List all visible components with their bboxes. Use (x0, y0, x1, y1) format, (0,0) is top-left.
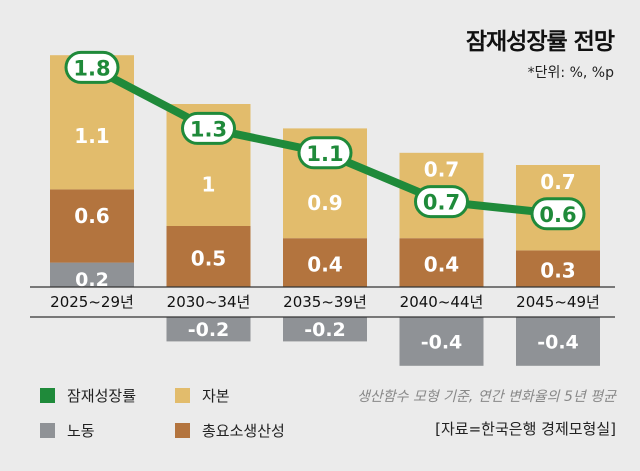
point-potential-growth (181, 111, 236, 145)
x-tick-label: 2035~39년 (283, 293, 367, 311)
label-capital: 0.7 (540, 170, 575, 194)
label-tfp: 0.3 (540, 259, 575, 283)
label-tfp: 0.4 (307, 253, 342, 277)
method-note: 생산함수 모형 기준, 연간 변화율의 5년 평균 (356, 389, 616, 405)
label-labor: -0.4 (537, 331, 579, 353)
label-potential-growth: 1.1 (306, 142, 343, 166)
legend-swatch (175, 423, 190, 438)
label-labor: -0.2 (188, 319, 230, 341)
legend-potential: 잠재성장률 (40, 385, 136, 406)
label-potential-growth: 1.8 (73, 56, 110, 80)
x-tick-label: 2025~29년 (50, 293, 134, 311)
bar-labor (399, 317, 484, 366)
legend-swatch (40, 388, 55, 403)
label-labor: -0.2 (304, 319, 346, 341)
legend-tfp: 총요소생산성 (175, 420, 285, 441)
label-potential-growth: 0.6 (539, 203, 576, 227)
point-potential-growth (64, 50, 120, 84)
legend-label: 자본 (202, 387, 230, 405)
x-tick-label: 2030~34년 (167, 293, 251, 311)
label-labor: -0.4 (421, 331, 463, 353)
point-potential-growth (297, 136, 353, 170)
legend-label: 총요소생산성 (202, 422, 285, 440)
label-tfp: 0.4 (424, 253, 459, 277)
bar-labor (166, 317, 251, 342)
bar-tfp (283, 238, 367, 287)
legend-swatch (40, 423, 55, 438)
label-tfp: 0.6 (74, 204, 109, 228)
x-tick-label: 2040~44년 (400, 293, 484, 311)
bar-tfp (516, 250, 600, 287)
chart-title: 잠재성장률 전망 (465, 29, 615, 55)
unit-label: *단위: %, %p (527, 65, 614, 81)
legend-labor: 노동 (40, 420, 95, 441)
point-potential-growth (414, 185, 469, 219)
label-potential-growth: 0.7 (423, 191, 460, 215)
label-capital: 0.7 (424, 158, 459, 182)
bar-tfp (50, 189, 134, 263)
label-capital: 0.9 (307, 191, 342, 215)
point-potential-growth (530, 197, 586, 231)
legend-swatch (175, 388, 190, 403)
label-capital: 1.1 (74, 124, 109, 148)
label-labor: 0.2 (75, 269, 109, 291)
legend-label: 잠재성장률 (67, 387, 137, 405)
x-tick-label: 2045~49년 (516, 293, 600, 311)
source-note: [자료=한국은행 경제모형실] (435, 420, 616, 438)
bar-labor (516, 317, 600, 366)
bar-labor (50, 262, 134, 287)
label-capital: 1 (202, 173, 216, 197)
bar-tfp (399, 238, 484, 287)
bar-tfp (166, 226, 251, 287)
bar-labor (283, 317, 367, 342)
label-potential-growth: 1.3 (190, 117, 227, 141)
legend-capital: 자본 (175, 385, 230, 406)
legend-label: 노동 (67, 422, 95, 440)
label-tfp: 0.5 (191, 247, 226, 271)
